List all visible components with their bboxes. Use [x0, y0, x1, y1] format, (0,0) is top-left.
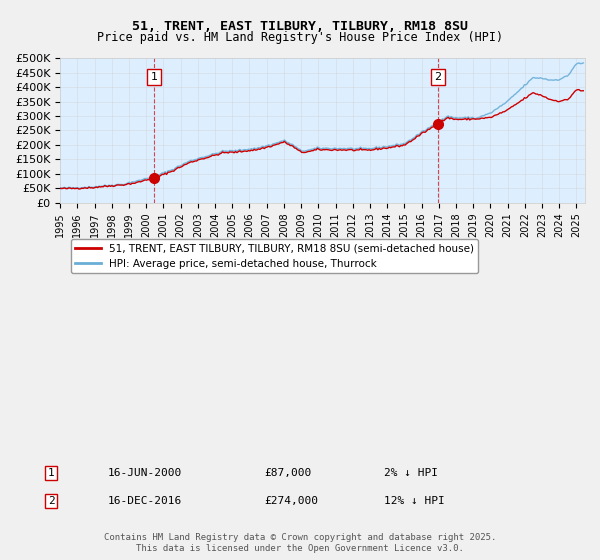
Text: 1: 1 [151, 72, 158, 82]
Text: Contains HM Land Registry data © Crown copyright and database right 2025.
This d: Contains HM Land Registry data © Crown c… [104, 533, 496, 553]
Text: 12% ↓ HPI: 12% ↓ HPI [384, 496, 445, 506]
Text: 16-JUN-2000: 16-JUN-2000 [108, 468, 182, 478]
Legend: 51, TRENT, EAST TILBURY, TILBURY, RM18 8SU (semi-detached house), HPI: Average p: 51, TRENT, EAST TILBURY, TILBURY, RM18 8… [71, 239, 478, 273]
Text: 51, TRENT, EAST TILBURY, TILBURY, RM18 8SU: 51, TRENT, EAST TILBURY, TILBURY, RM18 8… [132, 20, 468, 32]
Text: 2% ↓ HPI: 2% ↓ HPI [384, 468, 438, 478]
Text: 2: 2 [434, 72, 442, 82]
Text: £87,000: £87,000 [264, 468, 311, 478]
Text: Price paid vs. HM Land Registry's House Price Index (HPI): Price paid vs. HM Land Registry's House … [97, 31, 503, 44]
Text: 16-DEC-2016: 16-DEC-2016 [108, 496, 182, 506]
Text: 2: 2 [47, 496, 55, 506]
Text: 1: 1 [47, 468, 55, 478]
Text: £274,000: £274,000 [264, 496, 318, 506]
